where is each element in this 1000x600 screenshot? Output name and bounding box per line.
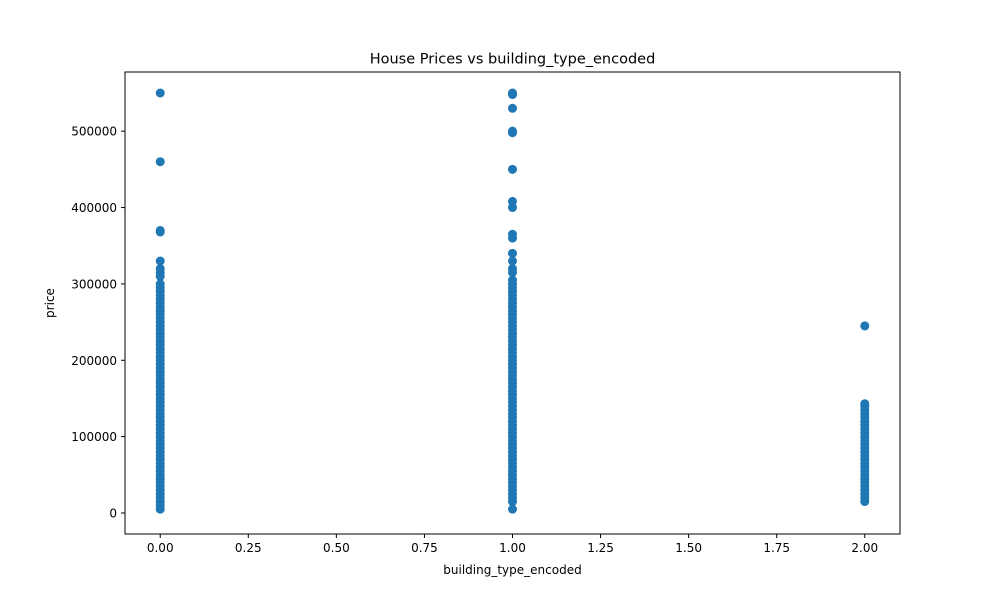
x-tick-label: 1.25: [587, 541, 614, 555]
y-tick-label: 400000: [71, 201, 117, 215]
y-tick-label: 200000: [71, 354, 117, 368]
y-tick-label: 300000: [71, 277, 117, 291]
data-point: [508, 104, 517, 113]
data-point: [508, 505, 517, 514]
data-point: [156, 89, 165, 98]
data-point: [508, 90, 517, 99]
x-tick-label: 1.75: [763, 541, 790, 555]
y-tick-label: 0: [109, 507, 117, 521]
data-point: [860, 321, 869, 330]
y-axis-label: price: [43, 288, 57, 318]
x-tick-label: 0.75: [411, 541, 438, 555]
data-point: [508, 234, 517, 243]
x-tick-label: 0.00: [147, 541, 174, 555]
chart-title: House Prices vs building_type_encoded: [370, 52, 656, 68]
x-tick-label: 2.00: [851, 541, 878, 555]
data-point: [860, 497, 869, 506]
x-tick-label: 0.50: [323, 541, 350, 555]
data-point: [156, 227, 165, 236]
data-point: [156, 505, 165, 514]
y-tick-label: 100000: [71, 430, 117, 444]
x-tick-label: 0.25: [235, 541, 262, 555]
data-point: [508, 165, 517, 174]
data-point: [508, 128, 517, 137]
data-point: [156, 157, 165, 166]
x-tick-label: 1.00: [499, 541, 526, 555]
x-axis-label: building_type_encoded: [443, 563, 581, 577]
y-tick-label: 500000: [71, 125, 117, 139]
data-point: [508, 203, 517, 212]
x-tick-label: 1.50: [675, 541, 702, 555]
